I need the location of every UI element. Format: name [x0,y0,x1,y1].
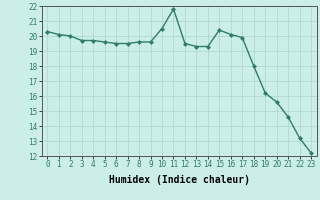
X-axis label: Humidex (Indice chaleur): Humidex (Indice chaleur) [109,175,250,185]
